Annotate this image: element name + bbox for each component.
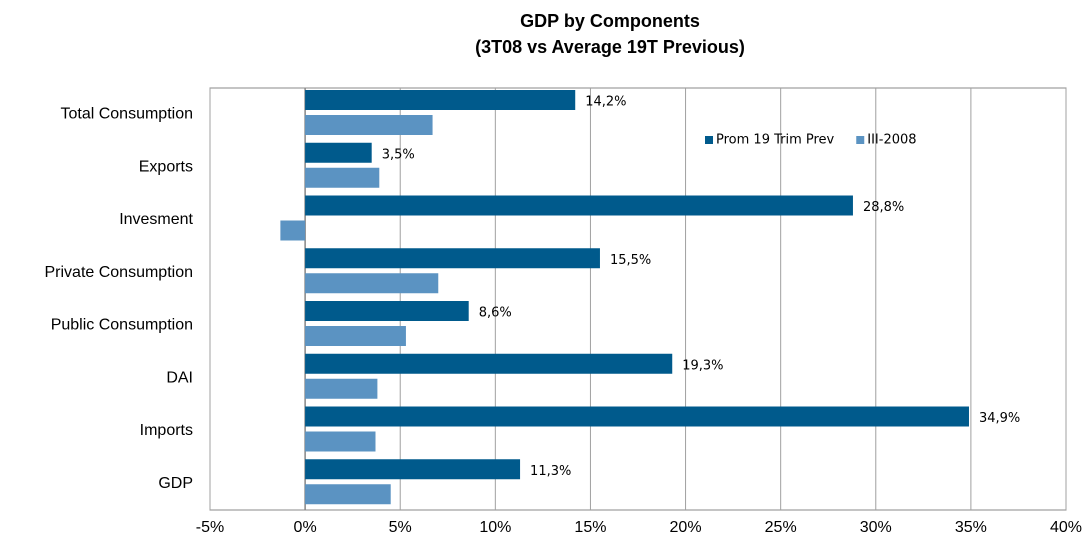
bar xyxy=(305,431,376,452)
legend-swatch xyxy=(856,136,865,144)
y-tick-label: Private Consumption xyxy=(44,264,193,281)
chart-subtitle: (3T08 vs Average 19T Previous) xyxy=(475,37,745,57)
bar xyxy=(305,90,576,110)
x-tick-label: 35% xyxy=(955,519,987,536)
bar xyxy=(305,195,853,216)
legend-label: Prom 19 Trim Prev xyxy=(716,133,835,148)
bar xyxy=(305,248,600,269)
x-tick-label: 20% xyxy=(670,519,702,536)
y-tick-label: Total Consumption xyxy=(60,106,193,123)
x-tick-label: 10% xyxy=(479,519,511,536)
y-tick-label: Exports xyxy=(139,158,193,175)
legend-label: III-2008 xyxy=(867,133,916,148)
bar xyxy=(305,301,469,321)
bar xyxy=(305,459,521,480)
data-label: 11,3% xyxy=(530,464,571,479)
data-label: 28,8% xyxy=(863,200,904,215)
bar xyxy=(305,484,391,505)
x-tick-label: 30% xyxy=(860,519,892,536)
x-tick-label: 15% xyxy=(574,519,606,536)
y-tick-label: Imports xyxy=(140,422,193,439)
data-label: 34,9% xyxy=(979,411,1020,426)
data-label: 15,5% xyxy=(610,253,651,268)
y-tick-label: GDP xyxy=(158,475,193,492)
bar xyxy=(305,353,673,374)
bar xyxy=(305,273,439,294)
y-tick-label: Public Consumption xyxy=(51,317,193,334)
bar xyxy=(305,378,378,399)
data-label: 3,5% xyxy=(382,147,415,162)
x-tick-label: 5% xyxy=(389,519,412,536)
bar xyxy=(305,167,380,188)
data-label: 8,6% xyxy=(479,306,512,321)
bar xyxy=(305,326,406,346)
bar xyxy=(280,220,306,241)
y-tick-label: DAI xyxy=(166,369,193,386)
x-tick-label: 40% xyxy=(1050,519,1082,536)
bar xyxy=(305,115,433,135)
data-label: 14,2% xyxy=(585,95,626,110)
x-tick-label: 0% xyxy=(294,519,317,536)
bar xyxy=(305,142,372,163)
y-tick-label: Invesment xyxy=(119,211,193,228)
data-label: 19,3% xyxy=(682,358,723,373)
x-tick-label: 25% xyxy=(765,519,797,536)
legend-swatch xyxy=(705,136,713,144)
chart-title: GDP by Components xyxy=(520,11,700,31)
x-tick-label: -5% xyxy=(196,519,224,536)
bar xyxy=(305,406,969,427)
